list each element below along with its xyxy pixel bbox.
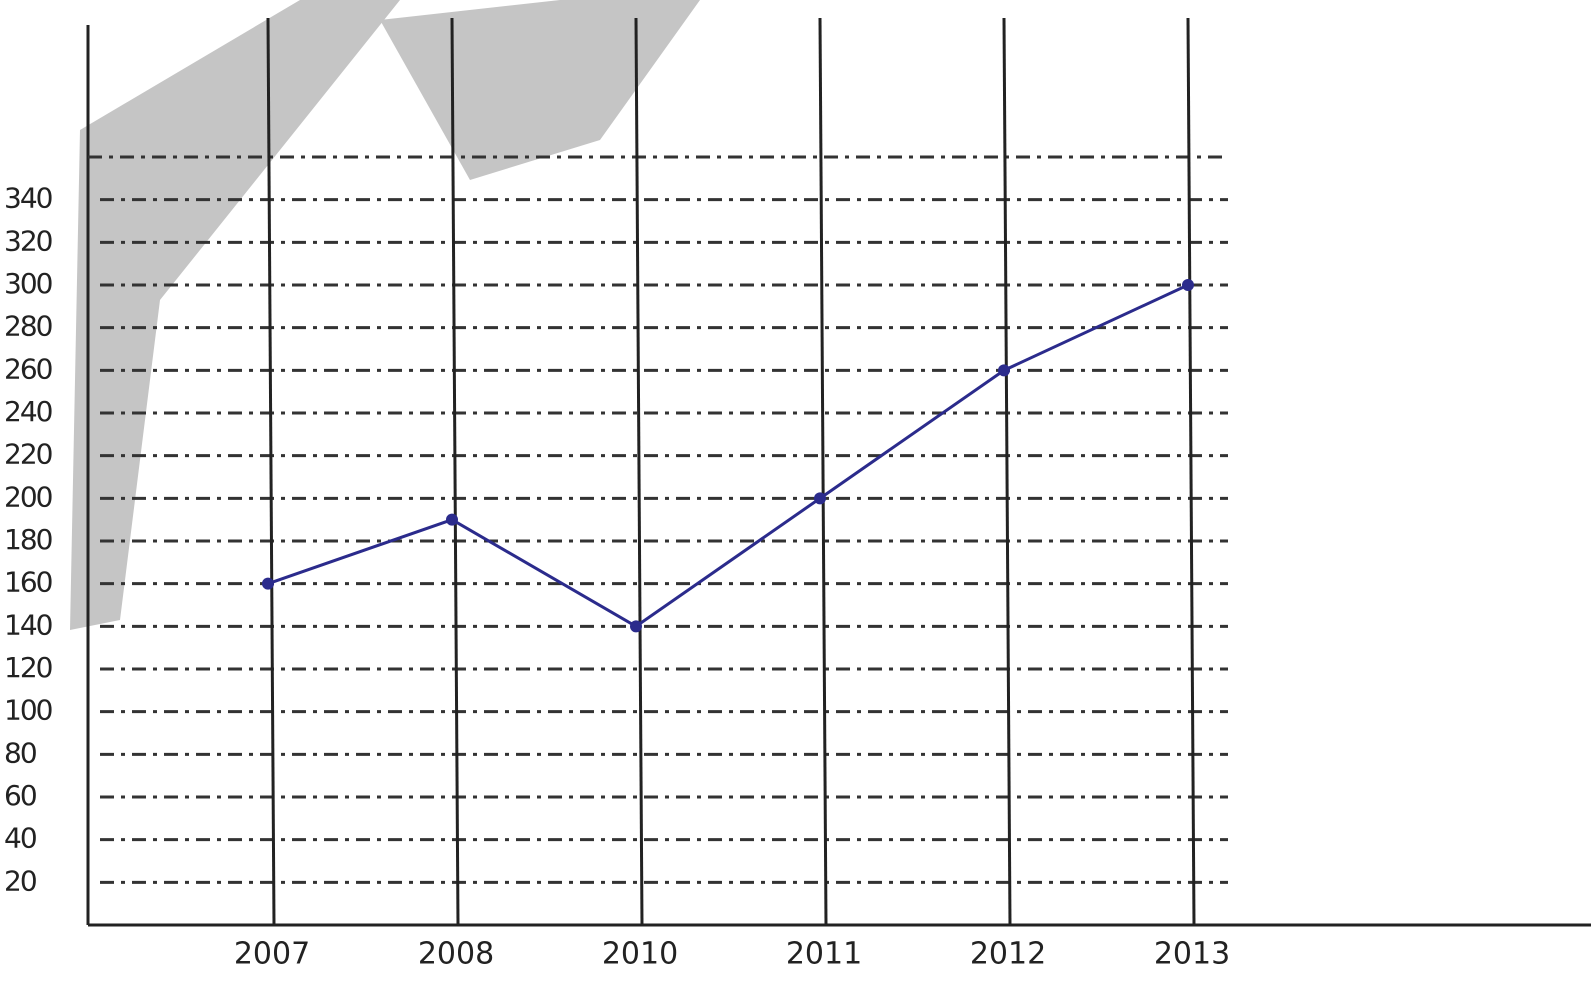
line xyxy=(267,283,1189,629)
y-tick-label: 280 xyxy=(4,310,52,343)
x-tick-label: 2012 xyxy=(970,937,1046,972)
y-tick-label: 320 xyxy=(4,224,52,257)
x-tick-label: 2010 xyxy=(602,937,678,972)
y-tick-label: 60 xyxy=(4,779,36,812)
watermark xyxy=(70,0,700,630)
category-line xyxy=(634,17,644,926)
point xyxy=(446,513,458,526)
y-tick-label: 160 xyxy=(4,566,52,599)
point xyxy=(998,364,1010,377)
point xyxy=(814,492,826,505)
y-tick-label: 100 xyxy=(4,694,52,727)
y-tick-label: 120 xyxy=(4,651,52,684)
x-tick-label: 2007 xyxy=(234,937,310,972)
x-tick-label: 2013 xyxy=(1154,937,1230,972)
y-tick-label: 20 xyxy=(4,864,36,897)
y-tick-label: 180 xyxy=(4,523,52,556)
x-tick-label: 2008 xyxy=(418,937,494,972)
y-tick-label: 340 xyxy=(4,182,52,215)
y-tick-label: 200 xyxy=(4,480,52,513)
y-tick-label: 140 xyxy=(4,608,52,641)
point xyxy=(630,620,642,633)
category-line xyxy=(450,17,460,926)
y-tick-label: 40 xyxy=(4,822,36,855)
category-line xyxy=(266,17,276,926)
category-line xyxy=(1186,17,1196,926)
y-tick-label: 80 xyxy=(4,736,36,769)
y-tick-label: 300 xyxy=(4,267,52,300)
point xyxy=(1182,279,1194,291)
x-tick-label: 2011 xyxy=(786,937,862,972)
category-line xyxy=(1002,17,1012,926)
y-tick-label: 260 xyxy=(4,352,52,385)
y-tick-label: 220 xyxy=(4,438,52,471)
category-line xyxy=(818,17,828,926)
y-tick-label: 240 xyxy=(4,395,52,428)
point xyxy=(262,577,274,590)
